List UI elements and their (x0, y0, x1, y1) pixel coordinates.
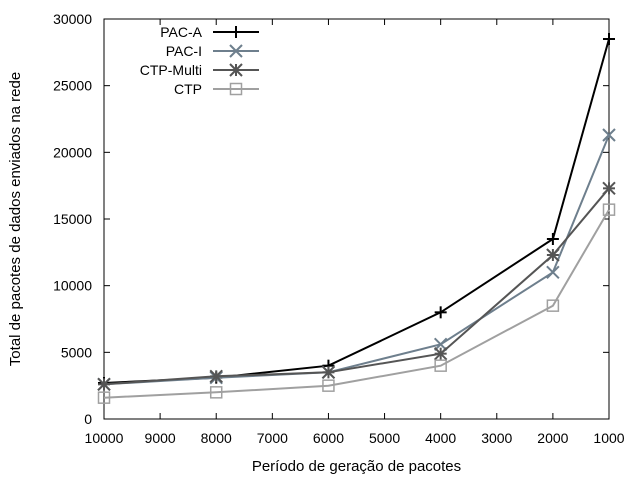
x-tick-label: 8000 (201, 430, 232, 446)
data-point (546, 265, 560, 280)
plot-area (103, 18, 610, 420)
y-axis-title: Total de pacotes de dados enviados na re… (7, 72, 24, 366)
data-point (434, 306, 447, 319)
series-line (103, 134, 610, 386)
series-pac-i (97, 128, 616, 392)
series-layer (97, 33, 616, 404)
series-line (103, 187, 610, 386)
data-point (602, 128, 616, 142)
data-point (97, 391, 111, 404)
legend-marker (229, 82, 243, 96)
y-tick-label: 30000 (53, 11, 92, 27)
x-tick-label: 10000 (85, 430, 124, 446)
legend-item: PAC-A (160, 24, 259, 40)
data-point (322, 379, 335, 392)
x-tick-label: 4000 (425, 430, 456, 446)
data-point (602, 203, 616, 216)
legend-item: CTP-Multi (140, 62, 259, 78)
data-point (97, 377, 111, 392)
data-point (546, 299, 560, 312)
legend-label: PAC-I (166, 43, 202, 59)
data-point (209, 386, 223, 399)
legend-label: PAC-A (160, 24, 202, 40)
data-point (321, 365, 336, 380)
legend: PAC-A PAC-I CTP-Multi CTP (140, 24, 259, 97)
legend-label: CTP (174, 81, 202, 97)
x-tick-label: 2000 (537, 430, 568, 446)
x-tick-label: 6000 (313, 430, 344, 446)
y-tick-label: 20000 (53, 144, 92, 160)
data-point (433, 346, 448, 361)
y-tick-label: 5000 (61, 344, 92, 360)
x-axis-ticks: 10000 9000 8000 7000 6000 5000 4000 3000 2000 100… (85, 19, 625, 446)
y-tick-label: 15000 (53, 211, 92, 227)
series-line (103, 209, 610, 399)
data-point (546, 248, 560, 262)
series-ctp (97, 203, 616, 404)
legend-item: CTP (174, 81, 259, 97)
y-axis-ticks: 0 5000 10000 15000 20000 25000 30000 (53, 11, 609, 427)
x-axis-title: Período de geração de pacotes (252, 458, 461, 475)
y-tick-label: 0 (84, 411, 92, 427)
y-tick-label: 25000 (53, 78, 92, 94)
data-point (546, 233, 559, 245)
data-point (602, 181, 616, 196)
x-tick-label: 5000 (369, 430, 400, 446)
legend-marker (229, 44, 243, 58)
plot-frame (103, 18, 610, 420)
data-point (603, 33, 615, 45)
data-point (209, 369, 223, 384)
x-tick-label: 7000 (257, 430, 288, 446)
x-tick-label: 1000 (593, 430, 624, 446)
series-ctp-multi (97, 181, 616, 392)
x-tick-label: 9000 (145, 430, 176, 446)
x-tick-label: 3000 (481, 430, 512, 446)
legend-item: PAC-I (166, 43, 259, 59)
data-point (434, 359, 447, 372)
legend-marker (230, 26, 242, 38)
legend-marker (229, 63, 243, 77)
y-tick-label: 10000 (53, 278, 92, 294)
legend-label: CTP-Multi (140, 62, 202, 78)
